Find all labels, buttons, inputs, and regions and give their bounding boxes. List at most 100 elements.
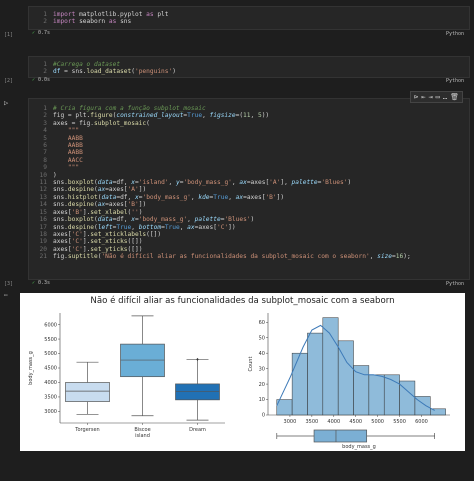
- split-cell-icon[interactable]: ▭: [435, 93, 440, 101]
- code-line[interactable]: 1 # Cria figura com a função subplot_mosa…: [33, 105, 411, 112]
- code-token: sns.: [53, 193, 68, 201]
- code-token: ]): [228, 223, 236, 231]
- code-token: 'C': [71, 230, 83, 238]
- xtick-label-b: 5000: [371, 419, 384, 425]
- code-token: AACC: [53, 156, 83, 164]
- cell-3-exec-time: 0.3s: [38, 280, 51, 286]
- code-token: 'body_mass_g': [142, 193, 191, 201]
- code-line[interactable]: 19 axes['C'].set_xticks([]): [33, 238, 411, 245]
- code-token: True: [116, 223, 132, 231]
- code-token: ],: [280, 179, 292, 187]
- code-line[interactable]: 20 axes['C'].set_yticks([]): [33, 246, 411, 253]
- code-token: ].: [82, 238, 91, 246]
- code-token: 'body_mass_g': [183, 179, 232, 187]
- code-token: ,: [131, 223, 139, 231]
- code-token: subplot_mosaic: [93, 119, 147, 127]
- code-line[interactable]: 14 sns.despine(ax=axes['B']): [33, 201, 411, 208]
- code-token: axes[: [53, 245, 72, 253]
- code-line[interactable]: 17 sns.despine(left=True, bottom=True, ax…: [33, 224, 411, 231]
- code-token: ax: [239, 179, 247, 187]
- code-line[interactable]: 18 axes['C'].set_xticklabels([]): [33, 231, 411, 238]
- output-menu-icon[interactable]: ⋯: [4, 292, 8, 299]
- line-number: 19: [39, 238, 47, 246]
- run-by-line-icon[interactable]: ⊳: [414, 93, 419, 101]
- code-token: ,: [231, 179, 240, 187]
- code-token: =: [161, 223, 165, 231]
- code-line[interactable]: 2 fig = plt.figure(constrained_layout=Tru…: [33, 112, 411, 119]
- code-token: constrained_layout: [116, 112, 184, 120]
- code-token: ): [53, 171, 57, 179]
- line-number: 8: [43, 156, 47, 164]
- code-line[interactable]: 13 sns.histplot(data=df, x='body_mass_g',…: [33, 194, 411, 201]
- code-token: 'A': [127, 186, 139, 194]
- xtick-label-b: 3500: [305, 419, 318, 425]
- code-token: =: [135, 216, 139, 224]
- line-number: 10: [39, 171, 47, 179]
- code-token: );: [403, 253, 411, 261]
- code-token: 'A': [269, 179, 281, 187]
- code-line[interactable]: 15 axes['B'].set_xlabel(''): [33, 209, 411, 216]
- code-line[interactable]: 1 import matplotlib.pyplot as plt: [33, 11, 169, 18]
- code-line[interactable]: 11 sns.boxplot(data=df, x='island', y='bo…: [33, 179, 411, 186]
- code-line[interactable]: 6 AABB: [33, 142, 411, 149]
- code-line[interactable]: 2 df = sns.load_dataset('penguins'): [33, 68, 176, 75]
- ytick-label-b: 20: [259, 382, 265, 388]
- code-token: fig.: [53, 253, 68, 261]
- code-token: matplotlib.pyplot: [75, 11, 147, 18]
- code-token: (: [93, 223, 98, 231]
- code-line[interactable]: 8 AACC: [33, 157, 411, 164]
- code-line[interactable]: 2 import seaborn as sns: [33, 18, 169, 25]
- code-line[interactable]: 4 """: [33, 127, 411, 134]
- delete-icon[interactable]: 🗑: [450, 93, 459, 101]
- code-token: ([]): [127, 238, 143, 246]
- line-number: 12: [39, 186, 47, 194]
- cell-2-language[interactable]: Python: [445, 78, 464, 84]
- code-token: set_xlabel: [90, 208, 128, 216]
- code-cell-2[interactable]: 1 #Carrega o dataset 2 df = sns.load_datase…: [28, 56, 470, 78]
- code-token: 'B': [265, 193, 277, 201]
- more-icon[interactable]: …: [442, 93, 448, 101]
- hist-bar: [353, 365, 370, 416]
- code-token: =: [112, 223, 117, 231]
- code-token: #Carrega o dataset: [53, 61, 121, 68]
- code-token: (: [131, 68, 135, 76]
- ytick-label-a: 3500: [44, 395, 57, 401]
- code-cell-3[interactable]: ⊳ ⇤ ⇥ ▭ … 🗑 1 # Cria figura com a função …: [28, 91, 470, 280]
- check-icon: ✓: [32, 77, 36, 83]
- figure-canvas: 3000 3500 4000 4500 5000 5500 6000 body_mass_g T…: [28, 313, 450, 450]
- cell-3-language[interactable]: Python: [445, 281, 464, 287]
- box-torgersen: [65, 382, 110, 402]
- cell-1-language[interactable]: Python: [445, 31, 464, 37]
- code-line[interactable]: 10): [33, 172, 411, 179]
- code-line[interactable]: 3 axes = fig.subplot_mosaic(: [33, 120, 411, 127]
- line-number: 20: [39, 245, 47, 253]
- run-cell-icon[interactable]: ▷: [4, 99, 9, 107]
- code-token: set_xticks: [90, 238, 128, 246]
- code-line[interactable]: 12 sns.despine(ax=axes['A']): [33, 186, 411, 193]
- xtick-label-b: 3000: [284, 419, 297, 425]
- code-token: left: [97, 223, 113, 231]
- execute-above-icon[interactable]: ⇤: [421, 93, 426, 101]
- code-line[interactable]: 5 AABB: [33, 135, 411, 142]
- code-token: 'Blues': [224, 216, 251, 224]
- line-number: 9: [43, 164, 47, 172]
- code-token: ]): [138, 186, 147, 194]
- code-line[interactable]: 9 """: [33, 164, 411, 171]
- code-line[interactable]: 7 AABB: [33, 149, 411, 156]
- execute-below-icon[interactable]: ⇥: [428, 93, 433, 101]
- code-token: plt: [153, 11, 169, 18]
- code-cell-1[interactable]: 1 import matplotlib.pyplot as plt 2 import …: [28, 6, 470, 30]
- line-number: 15: [39, 208, 47, 216]
- code-line[interactable]: 1 #Carrega o dataset: [33, 61, 176, 68]
- code-line[interactable]: 16 sns.boxplot(data=df, x='body_mass_g', …: [33, 216, 411, 223]
- code-token: bottom: [138, 223, 162, 231]
- code-token: boxplot: [67, 179, 94, 187]
- line-number: 1: [43, 61, 47, 68]
- code-token: 'C': [216, 223, 229, 231]
- line-number: 21: [39, 253, 47, 261]
- code-line[interactable]: 21 fig.suptitle('Não é difícil aliar as f…: [33, 253, 411, 260]
- line-number: 2: [43, 68, 47, 76]
- code-token: 16: [395, 253, 404, 261]
- code-token: ax: [235, 193, 244, 201]
- code-token: '': [131, 208, 139, 216]
